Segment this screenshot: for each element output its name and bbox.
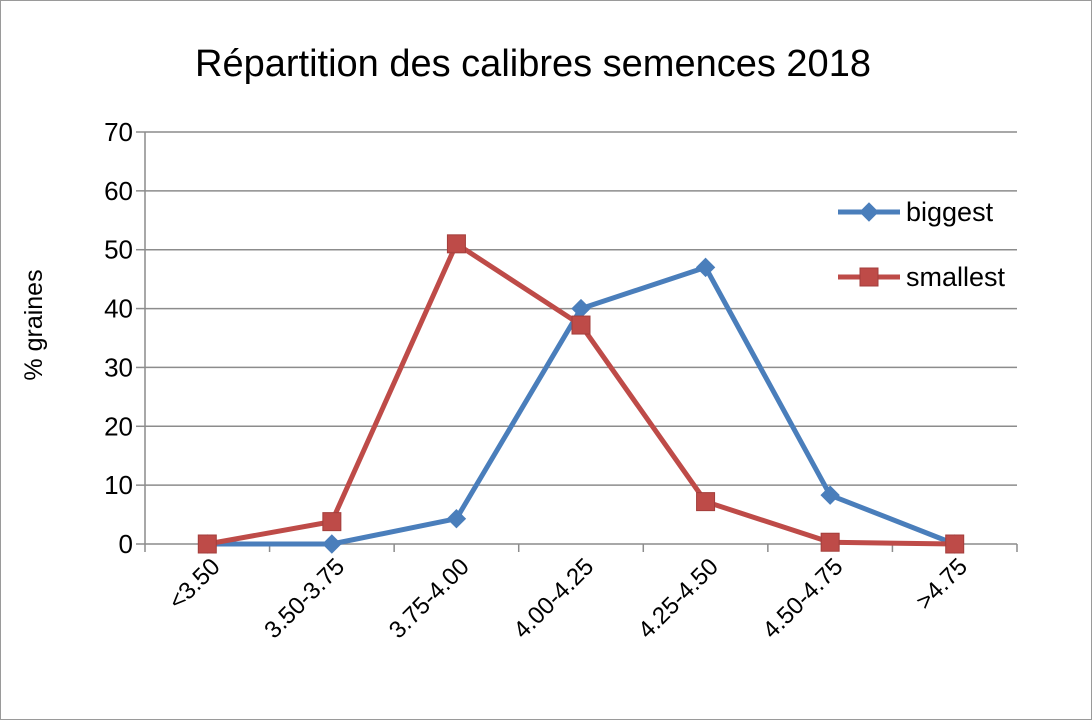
point-smallest — [571, 315, 591, 335]
y-tick-label: 60 — [104, 176, 133, 206]
point-smallest — [197, 534, 217, 554]
x-tick-labels: <3.50 3.50-3.75 3.75-4.00 4.00-4.25 4.25-4.5… — [163, 553, 972, 644]
legend-marker-biggest — [859, 202, 879, 222]
y-tick-label: 0 — [119, 529, 133, 559]
legend-label-biggest: biggest — [906, 197, 994, 227]
point-biggest — [820, 485, 840, 505]
y-tick-label: 30 — [104, 352, 133, 382]
y-tick-label: 10 — [104, 470, 133, 500]
legend-item-biggest: biggest — [838, 197, 994, 227]
y-tick-label: 40 — [104, 294, 133, 324]
legend-item-smallest: smallest — [838, 262, 1006, 292]
y-tick-labels: 0 10 20 30 40 50 60 70 — [104, 117, 133, 559]
series-smallest — [197, 234, 965, 554]
x-tick-label: <3.50 — [163, 553, 225, 615]
point-smallest — [820, 532, 840, 552]
point-biggest — [322, 534, 342, 554]
legend-label-smallest: smallest — [906, 262, 1006, 292]
y-tick-label: 70 — [104, 117, 133, 147]
point-smallest — [446, 234, 466, 254]
y-axis-label: % graines — [20, 269, 48, 380]
x-tick-label: 3.50-3.75 — [259, 553, 350, 644]
x-tick-label: >4.75 — [911, 553, 973, 615]
axes — [136, 131, 1018, 552]
point-smallest — [322, 512, 342, 532]
series-biggest — [197, 257, 965, 554]
legend-marker-smallest — [859, 267, 879, 287]
x-tick-label: 4.50-4.75 — [758, 553, 849, 644]
x-tick-label: 3.75-4.00 — [384, 553, 475, 644]
series-layer — [197, 234, 965, 554]
x-tick-label: 4.00-4.25 — [508, 553, 599, 644]
legend: biggest smallest — [838, 197, 1006, 292]
chart-title: Répartition des calibres semences 2018 — [195, 43, 871, 85]
x-tick-label: 4.25-4.50 — [633, 553, 724, 644]
gridlines — [145, 131, 1017, 486]
point-biggest — [695, 257, 716, 278]
point-smallest — [696, 492, 716, 512]
y-tick-label: 50 — [104, 235, 133, 265]
y-tick-label: 20 — [104, 411, 133, 441]
point-smallest — [945, 534, 965, 554]
point-biggest — [446, 508, 467, 529]
